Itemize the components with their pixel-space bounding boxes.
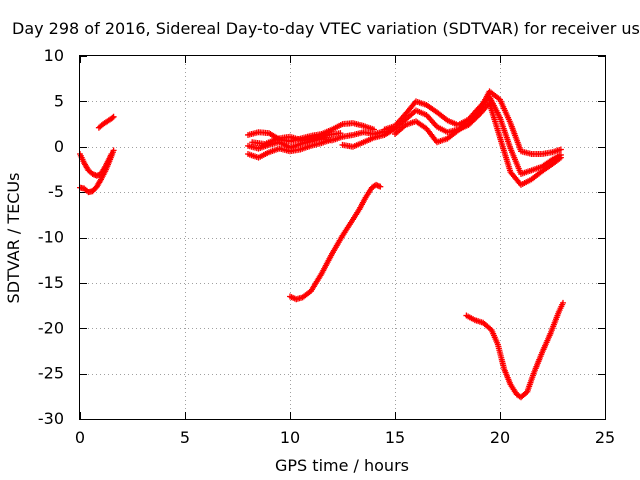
x-tick-label: 25 <box>595 428 615 447</box>
data-point <box>557 151 564 158</box>
y-tick-label: -20 <box>38 318 64 337</box>
y-tick-label: -5 <box>48 182 64 201</box>
chart-title: Day 298 of 2016, Sidereal Day-to-day VTE… <box>12 19 640 38</box>
y-tick-label: -10 <box>38 228 64 247</box>
data-marker <box>109 114 116 121</box>
x-tick-label: 15 <box>385 428 405 447</box>
series-arc-9 <box>339 100 564 188</box>
series-arc-7 <box>249 130 344 148</box>
series-arc-10 <box>381 93 564 177</box>
x-tick-label: 20 <box>490 428 510 447</box>
data-point <box>337 130 344 137</box>
x-tick-label: 0 <box>75 428 85 447</box>
data-point <box>110 113 117 120</box>
x-tick-labels: 0 5 10 15 20 25 <box>75 428 615 447</box>
series-arc-3 <box>95 113 117 131</box>
series-arc-11 <box>392 88 564 158</box>
plot-frame <box>79 55 606 420</box>
y-tick-label: -25 <box>38 364 64 383</box>
data-point <box>560 299 566 306</box>
y-tick-label: -15 <box>38 273 64 292</box>
series-arc-12 <box>463 299 566 401</box>
y-tick-label: 0 <box>54 137 64 156</box>
data-point <box>557 146 564 153</box>
x-tick-label: 5 <box>180 428 190 447</box>
data-series <box>77 88 566 401</box>
x-tick-label: 10 <box>280 428 300 447</box>
y-tick-label: 5 <box>54 91 64 110</box>
y-tick-labels: 10 5 0 -5 -10 -15 -20 -25 -30 <box>38 46 64 428</box>
data-point <box>110 147 117 154</box>
series-arc-2 <box>77 147 117 196</box>
series-arc-6 <box>245 136 335 161</box>
data-point <box>329 136 335 143</box>
y-tick-label: -30 <box>38 409 64 428</box>
x-axis-label: GPS time / hours <box>275 456 409 475</box>
data-point <box>377 183 384 190</box>
y-tick-label: 10 <box>44 46 64 65</box>
y-axis-label: SDTVAR / TECUs <box>4 173 23 304</box>
series-arc-8 <box>287 181 384 303</box>
